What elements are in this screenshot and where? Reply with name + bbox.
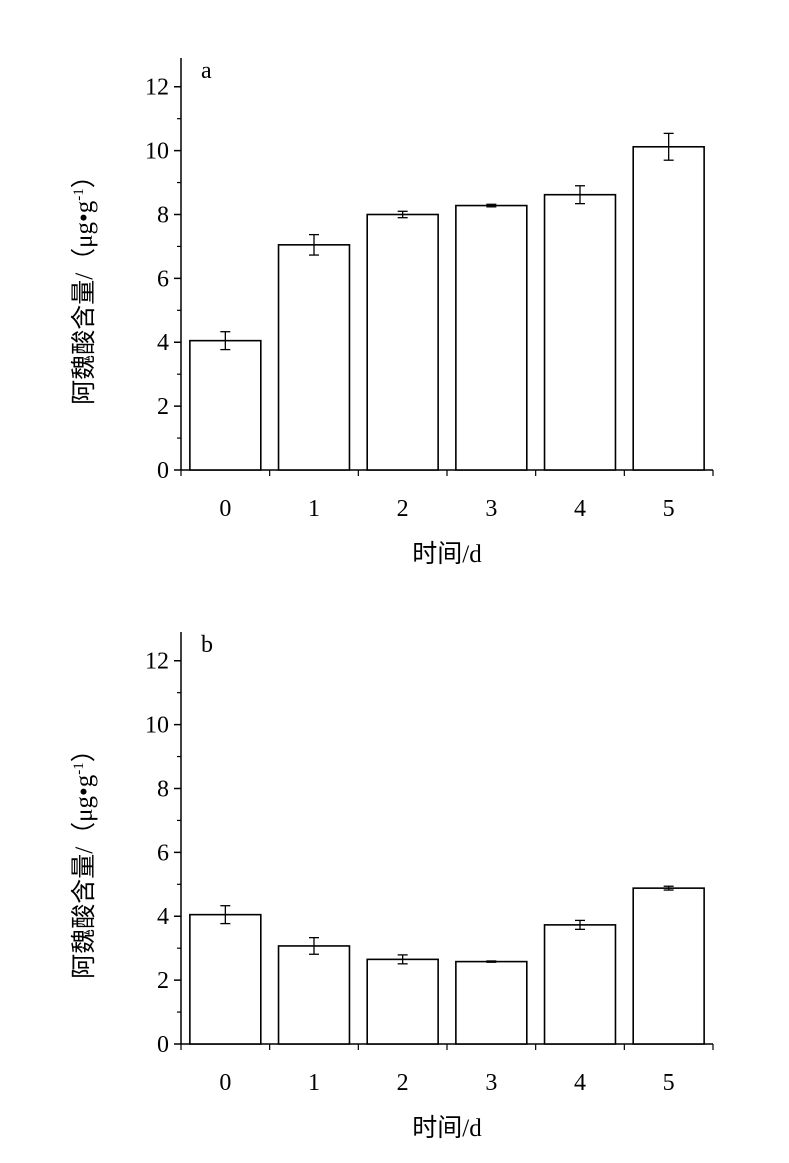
panel-label: b [201,632,213,658]
x-tick-label: 0 [219,1070,231,1096]
y-tick-label: 6 [157,266,169,292]
panel-label: a [201,58,212,84]
bar [543,193,617,471]
x-axis-title: 时间/d [412,540,482,568]
x-tick-label: 0 [219,496,231,522]
y-tick-label: 4 [157,904,169,930]
bar [189,339,262,471]
bar [543,924,617,1045]
x-tick-label: 5 [663,1070,675,1096]
x-tick-label: 3 [485,496,497,522]
x-tick-label: 5 [663,496,675,522]
x-tick-label: 3 [485,1070,497,1096]
bar [455,960,528,1045]
bar [366,958,439,1045]
bar [632,887,705,1045]
y-tick-label: 2 [157,968,169,994]
x-tick-label: 4 [574,1070,586,1096]
y-tick-label: 0 [157,458,169,484]
bar [189,913,262,1045]
y-tick-label: 8 [157,202,169,228]
y-axis-title: 阿魏酸含量/（μg•g-1） [70,737,98,979]
x-tick-label: 2 [397,1070,409,1096]
y-axis-title: 阿魏酸含量/（μg•g-1） [70,163,98,405]
x-axis-title: 时间/d [412,1114,482,1142]
bar [366,213,439,471]
x-tick-label: 1 [308,496,320,522]
x-tick-label: 1 [308,1070,320,1096]
bar [632,145,705,471]
bar [455,204,528,471]
y-tick-label: 4 [157,330,169,356]
x-tick-label: 2 [397,496,409,522]
bar [277,945,351,1045]
y-tick-label: 12 [145,649,169,675]
y-tick-label: 10 [145,139,169,165]
y-tick-label: 10 [145,713,169,739]
y-tick-label: 8 [157,776,169,802]
x-tick-label: 4 [574,496,586,522]
y-tick-label: 2 [157,394,169,420]
y-tick-label: 6 [157,840,169,866]
bar [277,244,351,471]
y-tick-label: 12 [145,75,169,101]
y-tick-label: 0 [157,1032,169,1058]
